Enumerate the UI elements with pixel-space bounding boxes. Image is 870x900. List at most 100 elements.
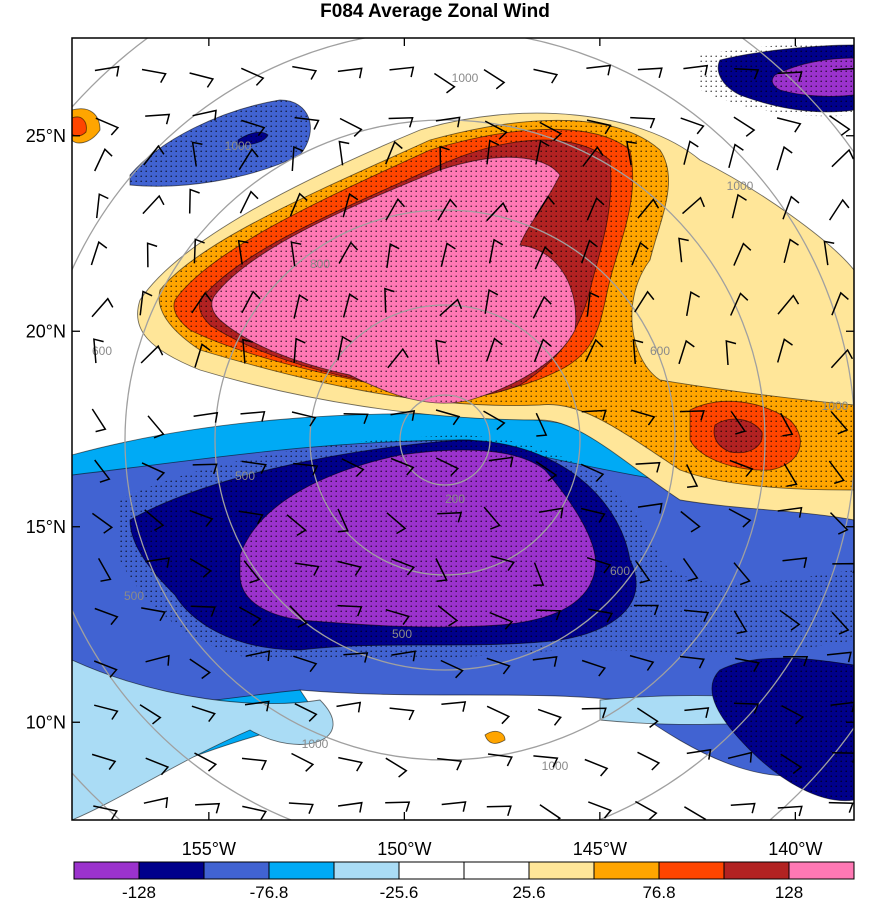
wind-barb: [194, 752, 218, 772]
wind-barb: [389, 707, 415, 721]
contour-label: 500: [235, 469, 255, 483]
wind-barb: [435, 558, 448, 583]
wind-barb: [191, 141, 203, 167]
wind-barb: [193, 238, 205, 264]
wind-barb: [391, 557, 416, 576]
colorbar-label: 128: [775, 883, 803, 900]
wind-barb: [294, 116, 320, 130]
colorbar-swatch: [463, 861, 530, 880]
range-ring: [399, 394, 491, 486]
wind-barb: [244, 700, 270, 712]
wind-barb: [439, 298, 463, 317]
wind-barb: [386, 243, 400, 269]
wind-barb: [486, 805, 512, 817]
range-ring: [309, 304, 581, 576]
wind-barb: [483, 506, 501, 530]
wind-barb: [293, 337, 306, 363]
contour-label: 1000: [225, 139, 252, 153]
wind-barb: [291, 752, 315, 772]
wind-barb: [145, 654, 170, 666]
wind-barb: [237, 239, 249, 265]
wind-barb: [783, 238, 799, 263]
wind-barb: [731, 193, 747, 219]
wind-barb: [337, 801, 363, 813]
contour-label: 600: [92, 344, 112, 358]
wind-barb: [828, 801, 854, 813]
wind-barb: [486, 139, 500, 165]
wind-barb: [439, 145, 450, 171]
wind-barb: [484, 288, 499, 314]
wind-barb: [189, 509, 214, 528]
wind-barb: [484, 120, 508, 140]
colorbar-label: -76.8: [250, 883, 289, 900]
wind-barb: [90, 240, 108, 266]
wind-barb: [826, 651, 852, 663]
wind-barb: [828, 460, 845, 485]
colorbar-swatch: [788, 861, 855, 880]
wind-barb: [581, 659, 607, 677]
wind-barb: [783, 655, 809, 667]
colorbar-swatch: [593, 861, 660, 880]
wind-barb: [94, 607, 119, 626]
wind-barb: [390, 409, 416, 421]
wind-barb: [637, 502, 663, 514]
wind-barb: [684, 707, 710, 718]
wind-barb: [488, 456, 514, 468]
wind-barb: [385, 757, 408, 778]
wind-barb: [538, 507, 564, 519]
wind-barb: [535, 460, 558, 482]
wind-barb: [586, 291, 600, 317]
wind-barb: [289, 605, 308, 628]
wind-barb: [729, 459, 754, 478]
wind-barb: [537, 708, 562, 726]
wind-barb: [338, 756, 363, 772]
wind-barb: [388, 117, 414, 128]
wind-barb: [338, 241, 359, 264]
wind-barb: [828, 198, 850, 221]
wind-barb: [684, 609, 710, 623]
wind-barb: [293, 462, 319, 476]
wind-barb: [91, 408, 107, 433]
wind-barb: [487, 753, 513, 767]
wind-barb: [486, 201, 509, 222]
wind-barb: [91, 297, 114, 318]
wind-barb: [486, 705, 511, 725]
wind-barb: [625, 140, 637, 166]
wind-barb: [93, 338, 104, 364]
wind-barb: [685, 291, 700, 317]
wind-barb: [141, 462, 166, 481]
wind-barb: [241, 460, 267, 474]
y-tick-label: 15°N: [26, 517, 66, 537]
colorbar-label: 76.8: [642, 883, 675, 900]
wind-barb: [343, 413, 369, 425]
wind-barb: [533, 755, 559, 768]
wind-barb: [783, 463, 798, 487]
y-tick-label: 25°N: [26, 126, 66, 146]
wind-barb: [338, 140, 350, 166]
wind-barb: [535, 412, 548, 437]
colorbar-swatch: [398, 861, 465, 880]
wind-barb: [733, 610, 748, 635]
colorbar-swatch: [138, 861, 205, 880]
wind-barb: [727, 751, 753, 763]
wind-barb: [780, 412, 794, 437]
wind-barb: [782, 557, 808, 568]
contour-label: 1000: [822, 399, 849, 413]
wind-barb: [582, 146, 604, 167]
wind-barb: [489, 611, 514, 630]
colorbar-label: -128: [122, 883, 156, 900]
chart-title: F084 Average Zonal Wind: [320, 1, 550, 22]
wind-barb: [385, 801, 411, 812]
wind-barb: [679, 655, 705, 669]
wind-barb: [390, 457, 415, 476]
wind-barb: [189, 658, 211, 680]
contour-label: 200: [445, 492, 465, 506]
wind-barb: [440, 659, 464, 679]
wind-barb: [293, 294, 309, 319]
wind-barb: [629, 654, 655, 671]
wind-barb: [389, 66, 415, 78]
wind-barb: [291, 145, 304, 172]
wind-barb: [630, 409, 656, 426]
wind-barb: [832, 562, 854, 574]
